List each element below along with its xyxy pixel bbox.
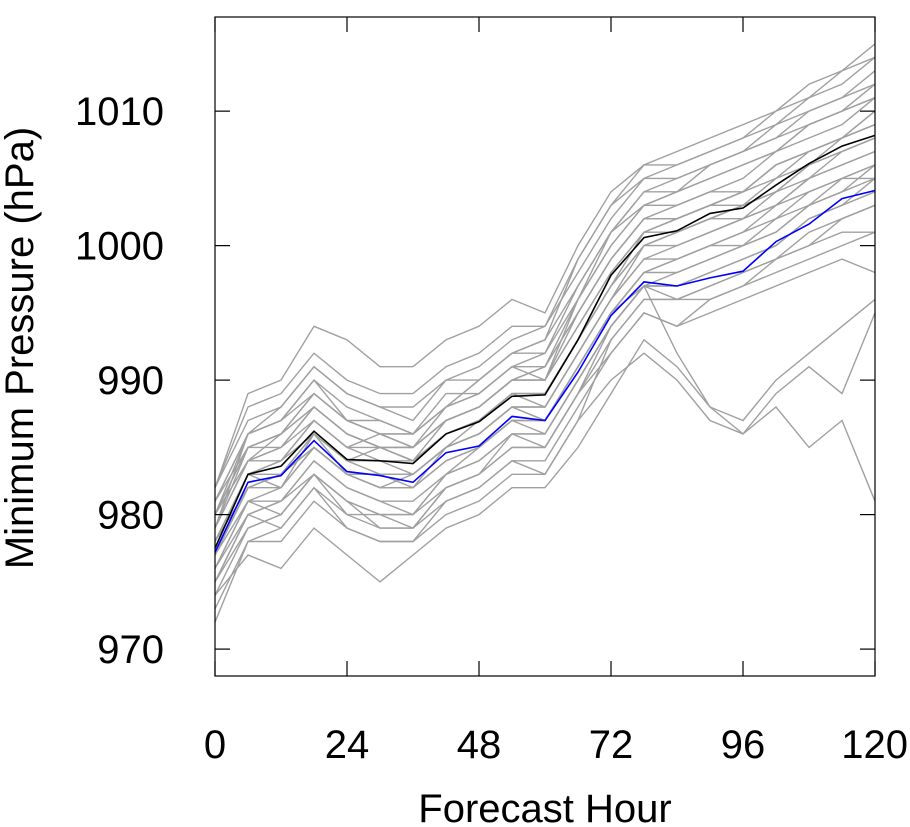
member-line	[214, 123, 876, 529]
highlight-series-lines	[214, 134, 876, 553]
x-tick-label: 48	[457, 723, 502, 767]
member-line	[214, 312, 876, 596]
member-line	[214, 164, 876, 583]
member-line	[214, 123, 876, 515]
member-line	[214, 150, 876, 542]
x-axis-title: Forecast Hour	[418, 787, 671, 827]
member-line	[214, 177, 876, 596]
member-line	[214, 150, 876, 542]
x-tick-label: 96	[721, 723, 766, 767]
member-line	[214, 164, 876, 556]
y-tick-label: 1010	[75, 90, 164, 134]
y-axis-title: Minimum Pressure (hPa)	[0, 127, 42, 569]
x-tick-labels: 0 24 48 72 96 120	[204, 723, 908, 767]
member-line	[214, 70, 876, 502]
member-line	[214, 164, 876, 556]
member-line	[214, 83, 876, 515]
y-tick-labels: 970 980 990 1000 1010	[75, 90, 164, 672]
member-line	[214, 110, 876, 529]
member-line	[214, 352, 876, 610]
member-line	[214, 258, 876, 569]
member-line	[214, 97, 876, 515]
member-line	[214, 56, 876, 529]
member-line	[214, 204, 876, 569]
y-tick-label: 1000	[75, 225, 164, 269]
x-tick-label: 120	[841, 723, 908, 767]
ensemble-member-lines	[214, 43, 876, 623]
x-tick-label: 0	[204, 723, 226, 767]
y-tick-label: 980	[97, 494, 164, 538]
y-tick-label: 970	[97, 628, 164, 672]
y-tick-label: 990	[97, 359, 164, 403]
control-line	[214, 189, 876, 553]
x-tick-label: 24	[325, 723, 370, 767]
member-line	[214, 43, 876, 488]
plot-frame	[214, 16, 876, 677]
x-tick-label: 72	[589, 723, 634, 767]
axis-ticks	[214, 17, 876, 676]
member-line	[214, 56, 876, 488]
ensemble-mean-line	[214, 134, 876, 549]
member-line	[214, 177, 876, 569]
member-line	[214, 137, 876, 529]
